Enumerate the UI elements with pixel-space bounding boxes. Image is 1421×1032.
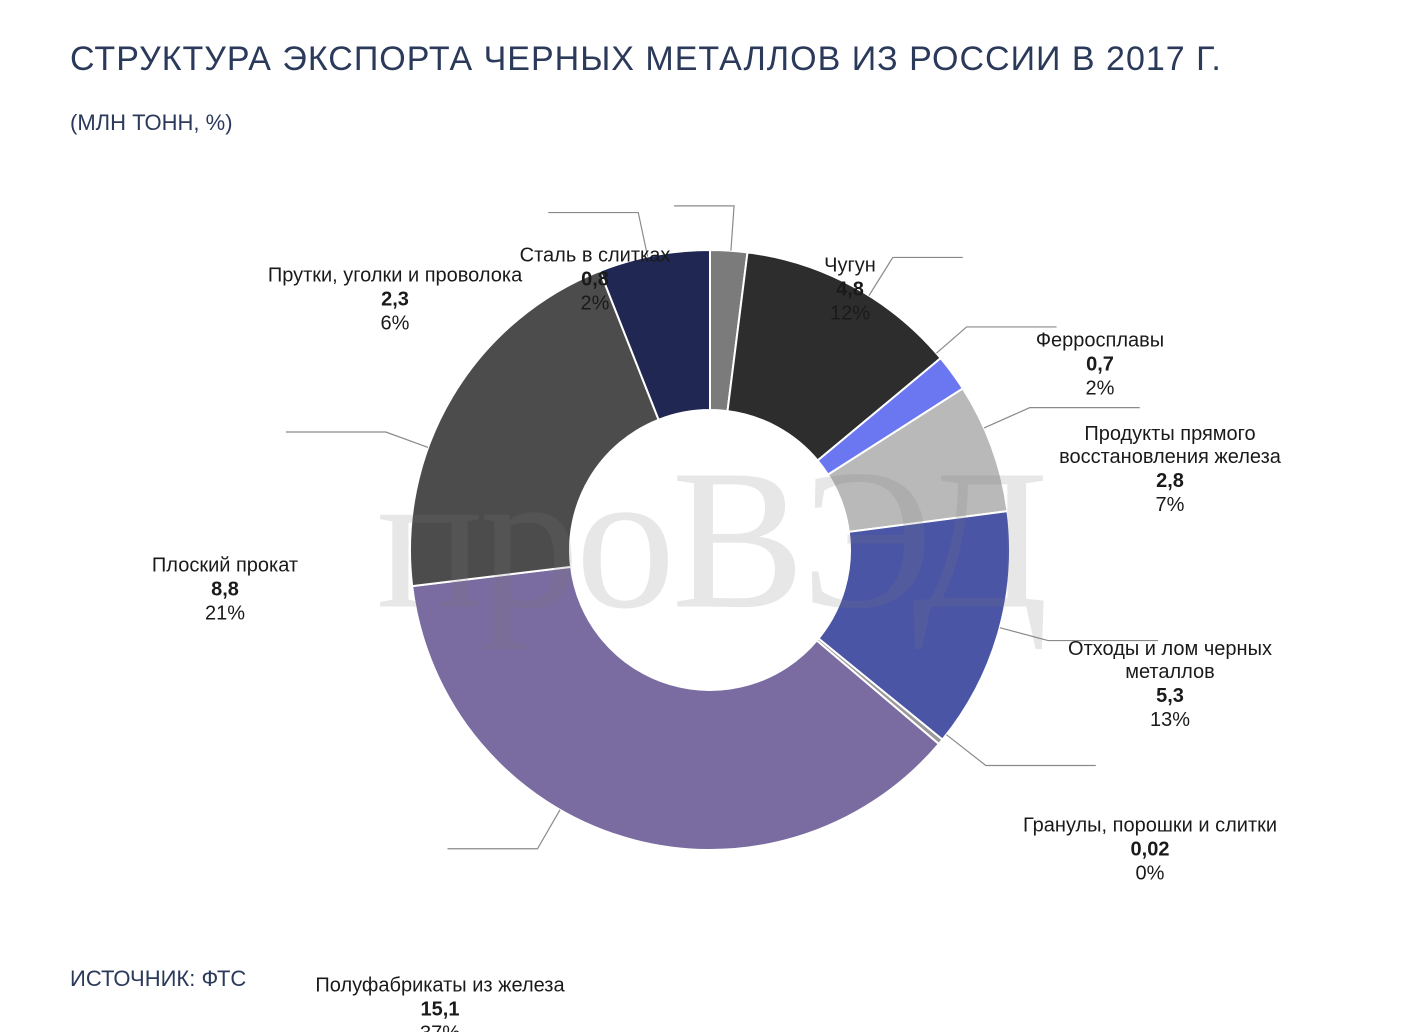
slice-label: Гранулы, порошки и слитки0,020% (1023, 815, 1277, 886)
slice-label: Прутки, уголки и проволока2,36% (268, 265, 522, 336)
page-root: { "title": "СТРУКТУРА ЭКСПОРТА ЧЕРНЫХ МЕ… (0, 0, 1421, 1032)
slice-label: Отходы и лом черных металлов5,313% (1045, 638, 1296, 732)
source-text: ИСТОЧНИК: ФТС (70, 966, 246, 992)
slice-label-name: Полуфабрикаты из железа (315, 975, 564, 998)
slice-label-percent: 6% (268, 312, 522, 336)
slice-label-value: 5,3 (1045, 684, 1296, 708)
slice-label: Плоский прокат8,821% (152, 555, 298, 626)
slice-label-value: 2,3 (268, 288, 522, 312)
leader-line (448, 810, 561, 849)
slice-label-percent: 21% (152, 602, 298, 626)
slice-label-name: Плоский прокат (152, 555, 298, 578)
slice-label-percent: 37% (315, 1022, 564, 1032)
slice-label-value: 0,02 (1023, 838, 1277, 862)
slice-label: Полуфабрикаты из железа15,137% (315, 975, 564, 1032)
slice-label: Ферросплавы0,72% (1036, 330, 1164, 401)
slice-label-percent: 0% (1023, 862, 1277, 886)
chart-container: проВЭД Сталь в слитках0,82%Чугун4,812%Фе… (0, 130, 1421, 950)
leader-line (946, 735, 1095, 766)
slice-label-value: 2,8 (1045, 469, 1296, 493)
slice-label-value: 8,8 (152, 578, 298, 602)
slice-label-percent: 12% (824, 302, 876, 326)
chart-title: СТРУКТУРА ЭКСПОРТА ЧЕРНЫХ МЕТАЛЛОВ ИЗ РО… (70, 40, 1222, 79)
slice-label-percent: 2% (1036, 377, 1164, 401)
slice-label-name: Чугун (824, 255, 876, 278)
slice-label: Чугун4,812% (824, 255, 876, 326)
slice-label-percent: 13% (1045, 708, 1296, 732)
slice-label: Сталь в слитках0,82% (520, 245, 671, 316)
slice-label-value: 0,8 (520, 268, 671, 292)
slice-label-name: Продукты прямого восстановления железа (1045, 423, 1296, 469)
slice-label-percent: 7% (1045, 493, 1296, 517)
slice-label-name: Прутки, уголки и проволока (268, 265, 522, 288)
slice-label-name: Ферросплавы (1036, 330, 1164, 353)
slice-label-name: Гранулы, порошки и слитки (1023, 815, 1277, 838)
slice-label-value: 15,1 (315, 998, 564, 1022)
slice-label-value: 4,8 (824, 278, 876, 302)
leader-line (674, 206, 734, 251)
slice-label-name: Сталь в слитках (520, 245, 671, 268)
leader-line (286, 432, 428, 447)
slice-label-name: Отходы и лом черных металлов (1045, 638, 1296, 684)
slice-label-value: 0,7 (1036, 353, 1164, 377)
slice-label-percent: 2% (520, 292, 671, 316)
leader-line (869, 257, 963, 295)
slice-label: Продукты прямого восстановления железа2,… (1045, 423, 1296, 517)
